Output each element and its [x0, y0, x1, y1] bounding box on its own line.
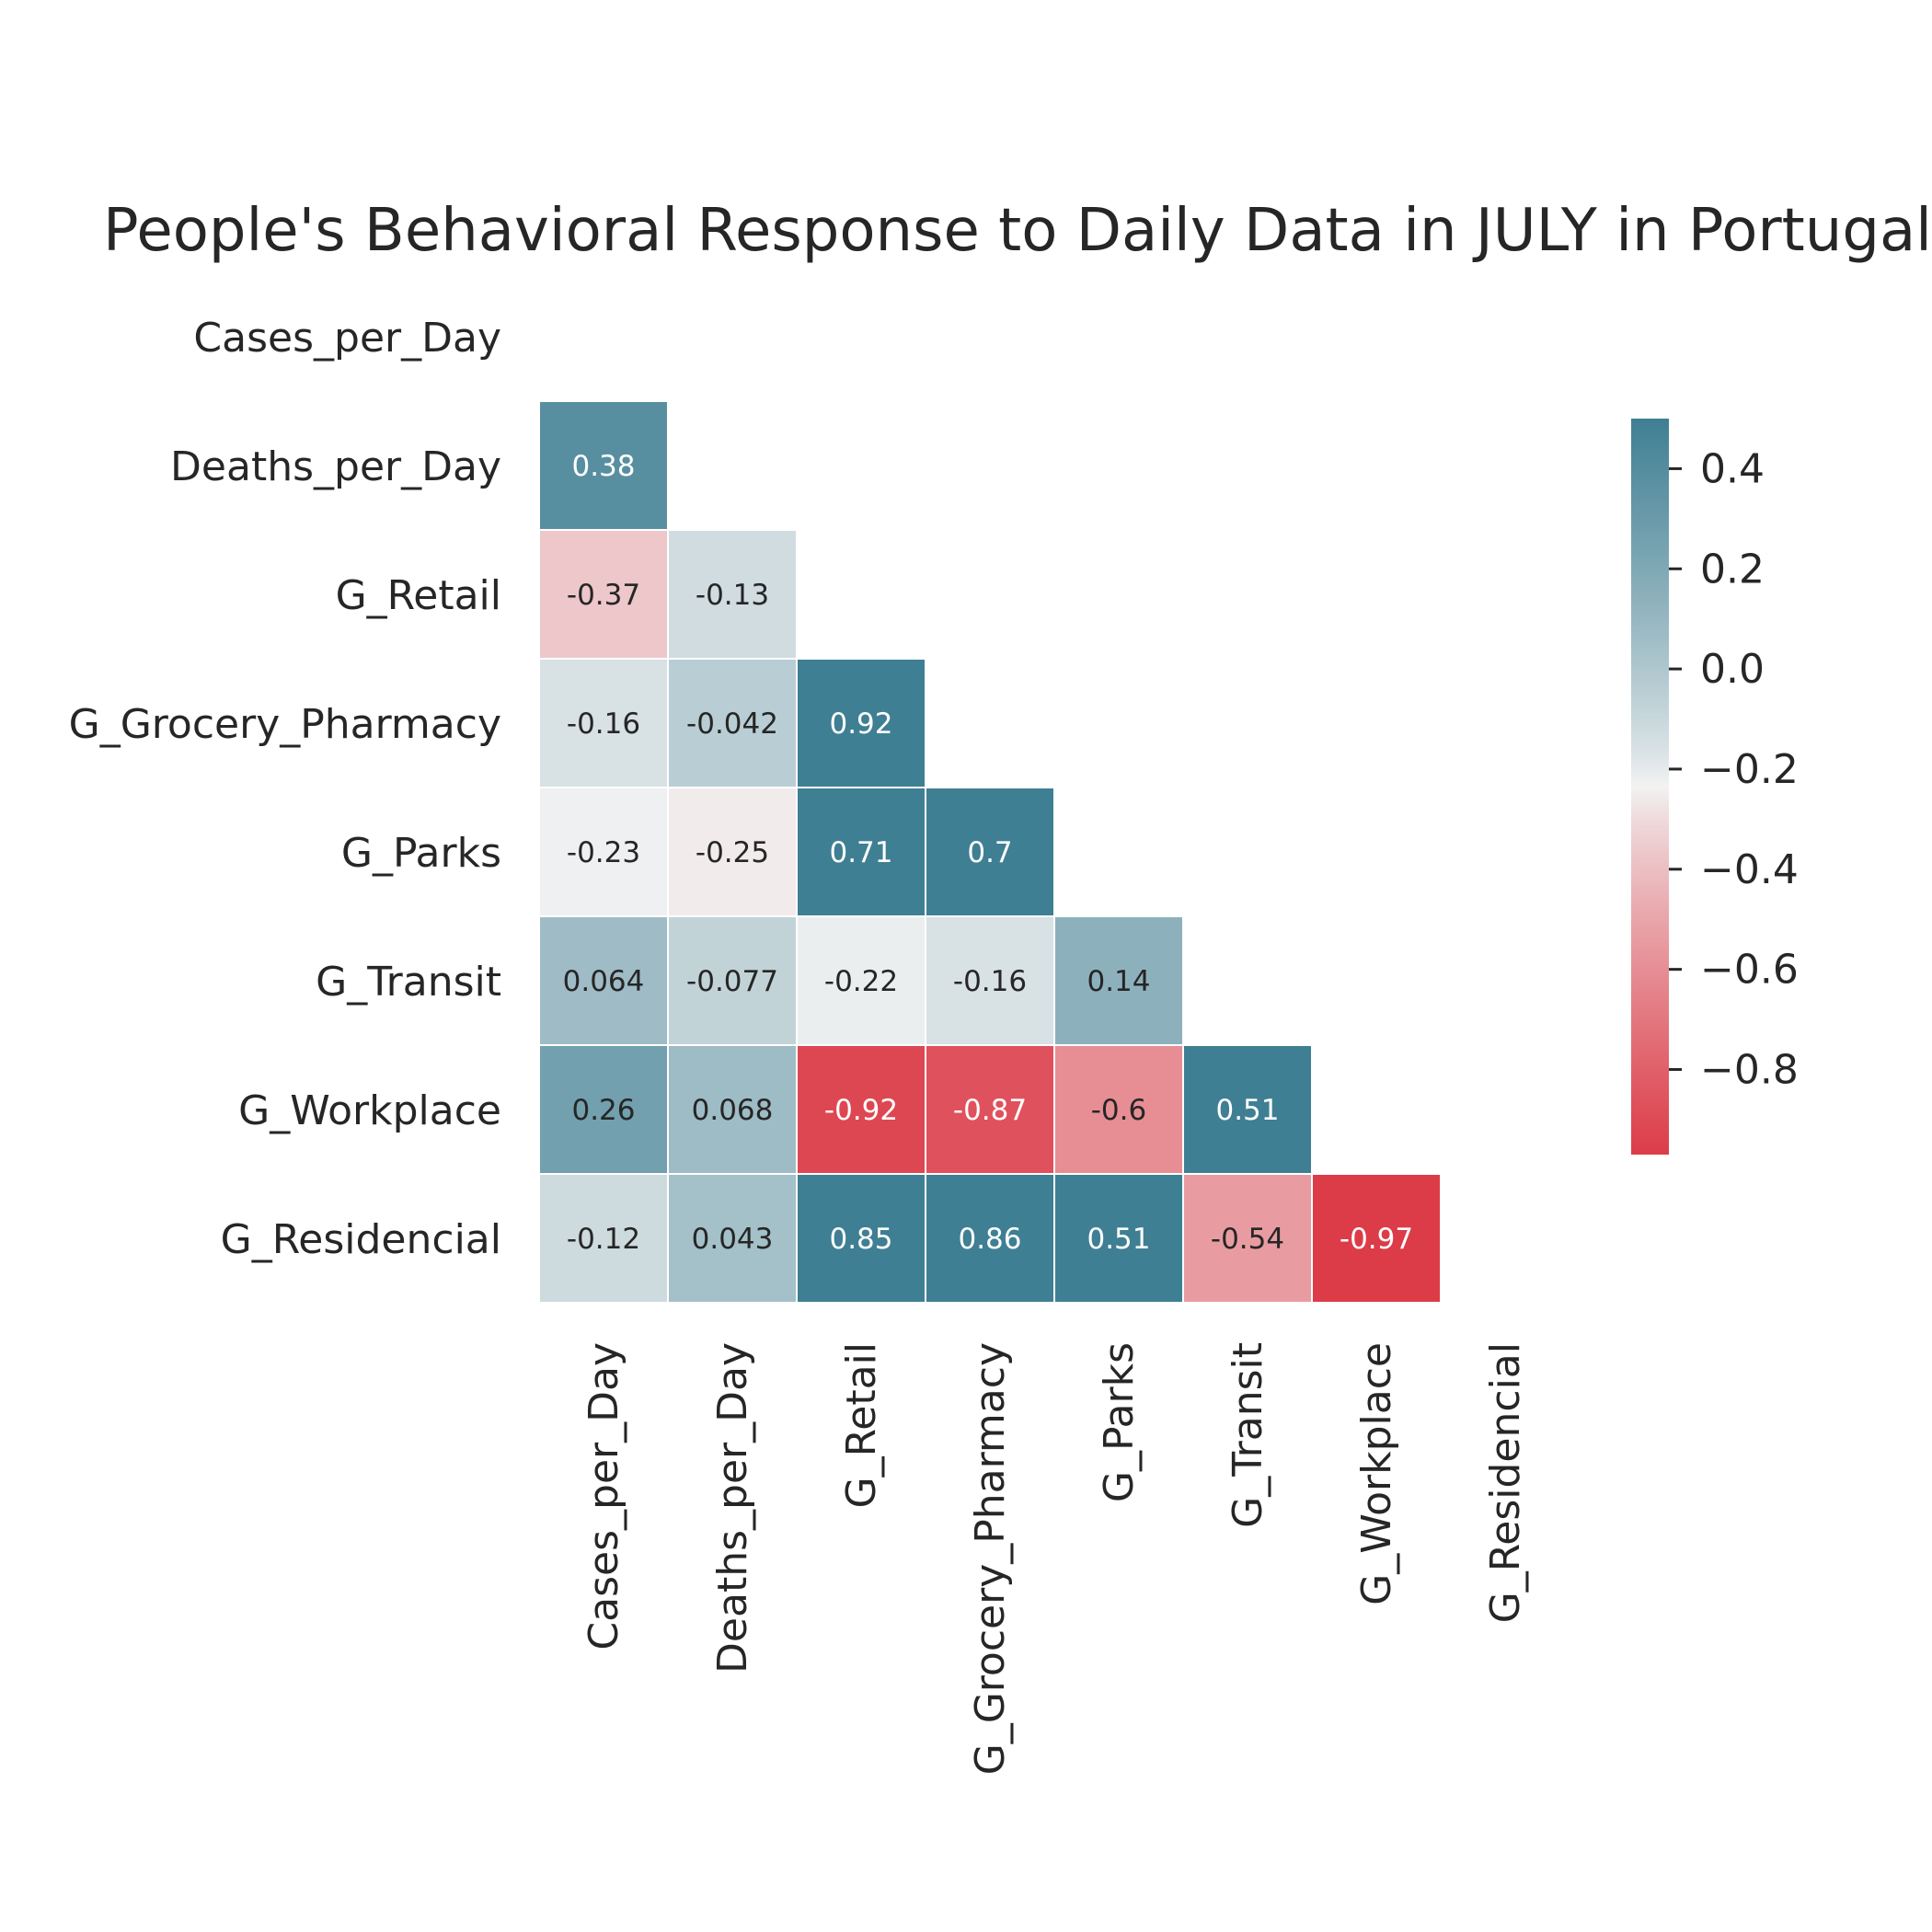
- row-labels: Cases_per_Day Deaths_per_Day G_Retail G_Gro…: [69, 315, 501, 1263]
- heatmap-cell-label: -0.54: [1211, 1223, 1284, 1256]
- row-tick-label: G_Parks: [341, 830, 501, 877]
- heatmap-cell-label: -0.077: [686, 965, 778, 998]
- heatmap-cell-label: -0.92: [824, 1094, 898, 1127]
- heatmap-cell-label: -0.13: [696, 579, 769, 612]
- column-tick-label: G_Parks: [1096, 1342, 1143, 1502]
- heatmap-cell-label: 0.86: [958, 1223, 1021, 1256]
- row-tick-label: G_Retail: [336, 572, 501, 619]
- colorbar-tick-label: −0.6: [1700, 947, 1799, 994]
- colorbar-gradient: [1631, 419, 1669, 1155]
- heatmap-cell-label: 0.38: [571, 450, 635, 483]
- heatmap-cell-label: -0.6: [1091, 1094, 1147, 1127]
- column-tick-label: Deaths_per_Day: [709, 1342, 756, 1673]
- heatmap-cell-label: -0.23: [567, 836, 640, 869]
- colorbar-tick-label: 0.0: [1700, 646, 1765, 693]
- heatmap-cell-label: 0.51: [1215, 1094, 1279, 1127]
- heatmap-cell-label: -0.25: [696, 836, 769, 869]
- colorbar-tick-label: 0.2: [1700, 546, 1765, 592]
- heatmap-cell-label: 0.51: [1087, 1223, 1150, 1256]
- heatmap-cell-label: 0.92: [829, 707, 892, 741]
- heatmap-cell-label: 0.85: [829, 1223, 892, 1256]
- row-tick-label: G_Transit: [316, 959, 501, 1006]
- row-tick-label: G_Grocery_Pharmacy: [69, 701, 501, 748]
- heatmap-cell-label: 0.71: [829, 836, 892, 869]
- row-tick-label: Deaths_per_Day: [170, 443, 501, 490]
- heatmap-cell-label: 0.7: [967, 836, 1012, 869]
- column-tick-label: G_Transit: [1225, 1342, 1271, 1528]
- heatmap-cell-label: -0.37: [567, 579, 640, 612]
- column-labels: Cases_per_Day Deaths_per_Day G_Retail G_Gro…: [581, 1342, 1529, 1775]
- heatmap-cell-label: 0.064: [563, 965, 645, 998]
- column-tick-label: G_Residencial: [1482, 1342, 1529, 1623]
- colorbar-tick-label: −0.8: [1700, 1046, 1799, 1093]
- heatmap-cell-label: -0.16: [953, 965, 1027, 998]
- heatmap-cell-label: -0.12: [567, 1223, 640, 1256]
- heatmap-cell-label: -0.16: [567, 707, 640, 741]
- row-tick-label: G_Workplace: [238, 1087, 501, 1134]
- heatmap-cell-label: 0.26: [571, 1094, 635, 1127]
- heatmap-cell-label: 0.14: [1087, 965, 1150, 998]
- colorbar-tick-label: −0.2: [1700, 746, 1799, 793]
- colorbar: 0.4 0.2 0.0 −0.2 −0.4 −0.6 −0.8: [1631, 419, 1799, 1155]
- colorbar-tick-label: −0.4: [1700, 846, 1799, 893]
- colorbar-tick-label: 0.4: [1700, 445, 1765, 492]
- column-tick-label: G_Workplace: [1353, 1342, 1400, 1605]
- heatmap-cell-label: -0.87: [953, 1094, 1027, 1127]
- row-tick-label: Cases_per_Day: [193, 315, 501, 362]
- heatmap-cells: 0.38 -0.37 -0.13 -0.16 -0.042 0.92 -0.23 -0.25 0…: [540, 402, 1440, 1302]
- column-tick-label: G_Retail: [838, 1342, 885, 1508]
- chart-title: People's Behavioral Response to Daily Da…: [103, 197, 1932, 265]
- heatmap-cell-label: 0.043: [692, 1223, 774, 1256]
- row-tick-label: G_Residencial: [221, 1216, 501, 1263]
- heatmap-cell-label: -0.22: [824, 965, 898, 998]
- heatmap-cell-label: -0.97: [1340, 1223, 1413, 1256]
- heatmap-cell-label: -0.042: [686, 707, 778, 741]
- column-tick-label: Cases_per_Day: [581, 1342, 627, 1650]
- heatmap-cell-label: 0.068: [692, 1094, 774, 1127]
- column-tick-label: G_Grocery_Pharmacy: [967, 1342, 1014, 1775]
